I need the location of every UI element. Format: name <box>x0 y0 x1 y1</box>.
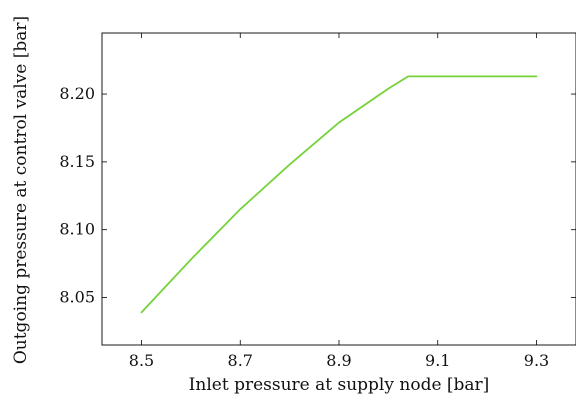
y-tick-label: 8.20 <box>59 84 95 103</box>
y-tick-label: 8.15 <box>59 152 95 171</box>
x-tick-label: 9.3 <box>524 351 549 370</box>
x-tick-label: 9.1 <box>425 351 450 370</box>
series-line <box>140 75 538 314</box>
x-tick-label: 8.9 <box>326 351 351 370</box>
x-tick-label: 8.7 <box>228 351 253 370</box>
y-tick-label: 8.05 <box>59 288 95 307</box>
y-tick-label: 8.10 <box>59 220 95 239</box>
y-axis-label: Outgoing pressure at control valve [bar] <box>11 16 31 364</box>
plot-frame <box>101 32 576 346</box>
x-axis-label: Inlet pressure at supply node [bar] <box>189 375 490 395</box>
x-tick-label: 8.5 <box>129 351 154 370</box>
